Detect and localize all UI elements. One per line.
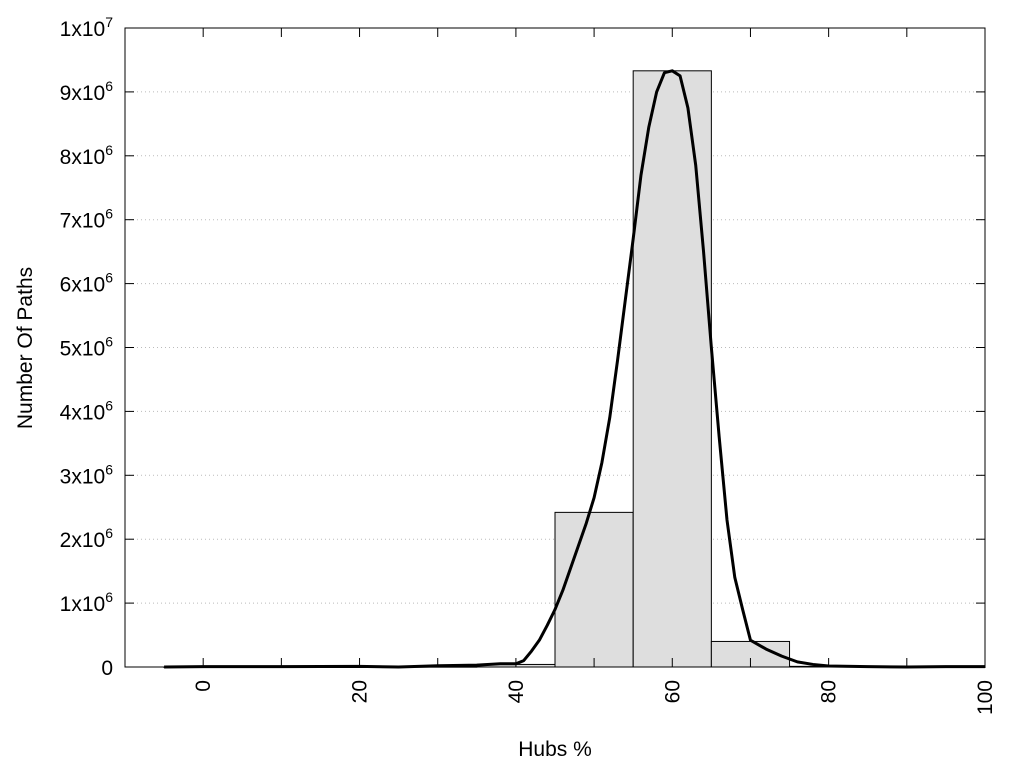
x-tick-label: 60	[661, 680, 684, 703]
x-tick-label: 40	[505, 680, 528, 703]
y-tick-label: 8x106	[60, 142, 114, 169]
x-axis-title: Hubs %	[518, 738, 592, 761]
y-tick-label: 4x106	[60, 397, 114, 424]
grid-lines	[125, 91, 985, 604]
y-tick-label: 6x106	[60, 270, 114, 297]
y-tick-label: 5x106	[60, 334, 114, 361]
histogram-bar	[554, 511, 634, 668]
y-axis-ticks: 0 1x106 2x106 3x106 4x106 5x106 6x106 7x106 8x10…	[60, 14, 985, 680]
x-axis-ticks: 0 20 40 60 80 100	[192, 28, 997, 715]
x-tick-label: 0	[192, 680, 215, 692]
y-tick-label: 9x106	[60, 78, 114, 105]
y-tick-label: 0	[101, 657, 113, 680]
histogram-bar	[632, 70, 712, 668]
histogram-bars	[163, 70, 986, 668]
y-axis-title: Number Of Paths	[14, 267, 37, 429]
y-tick-label: 1x107	[60, 14, 114, 41]
fit-curve	[164, 69, 985, 669]
x-tick-label: 100	[974, 680, 997, 715]
x-tick-label: 80	[818, 680, 841, 703]
x-tick-label: 20	[349, 680, 372, 703]
y-tick-label: 3x106	[60, 461, 114, 488]
y-tick-label: 1x106	[60, 589, 114, 616]
y-tick-label: 7x106	[60, 206, 114, 233]
y-tick-label: 2x106	[60, 525, 114, 552]
